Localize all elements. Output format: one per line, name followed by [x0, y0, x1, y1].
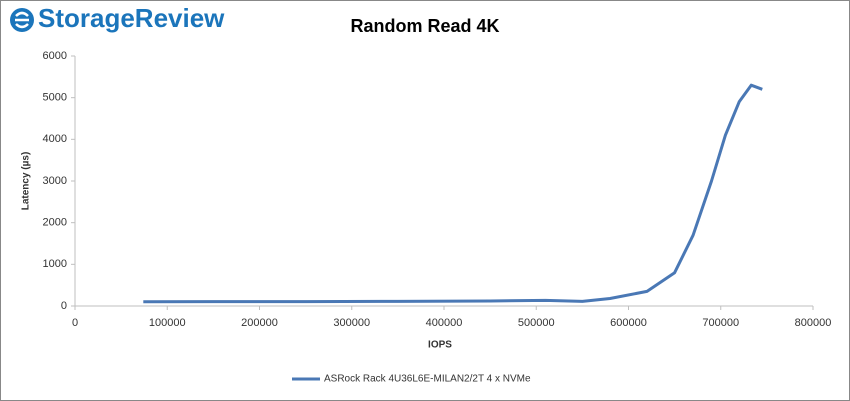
chart-title: Random Read 4K [350, 16, 499, 36]
y-tick-label: 5000 [43, 92, 67, 104]
y-tick-label: 6000 [43, 50, 67, 62]
x-tick-label: 0 [72, 317, 78, 329]
y-tick-label: 0 [61, 300, 67, 312]
x-tick-label: 500000 [518, 317, 555, 329]
x-tick-label: 700000 [702, 317, 739, 329]
y-tick-label: 4000 [43, 133, 67, 145]
logo-text: StorageReview [38, 3, 225, 33]
y-tick-label: 1000 [43, 258, 67, 270]
y-tick-label: 3000 [43, 175, 67, 187]
x-tick-label: 200000 [241, 317, 278, 329]
y-tick-label: 2000 [43, 217, 67, 229]
x-tick-label: 300000 [333, 317, 370, 329]
x-axis-label: IOPS [428, 340, 452, 351]
x-tick-label: 600000 [610, 317, 647, 329]
x-tick-label: 100000 [149, 317, 186, 329]
legend-label: ASRock Rack 4U36L6E-MILAN2/2T 4 x NVMe [324, 374, 531, 385]
series-line [143, 83, 763, 304]
x-tick-label: 800000 [795, 317, 832, 329]
logo-icon [10, 8, 34, 32]
x-tick-label: 400000 [426, 317, 463, 329]
y-axis-label: Latency (µs) [21, 152, 32, 211]
